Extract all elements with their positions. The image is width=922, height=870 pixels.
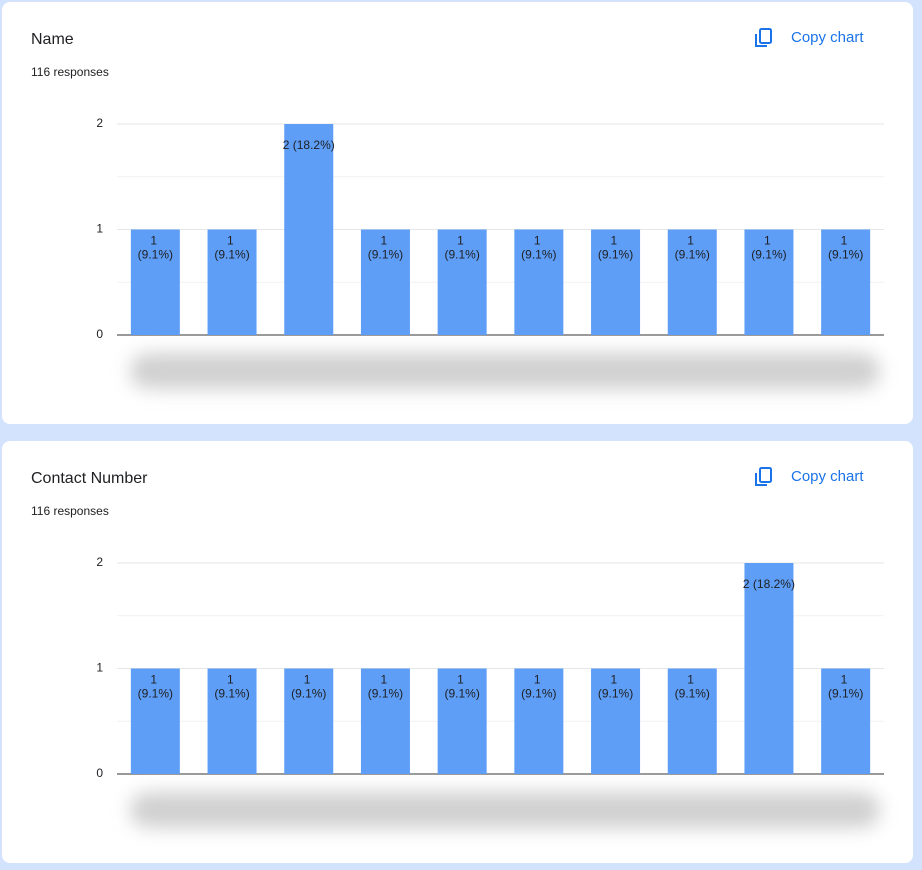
bar-value-label: 1 (9.1%) <box>444 234 479 262</box>
bar <box>591 668 641 774</box>
bar <box>744 229 794 335</box>
y-tick-label: 2 <box>96 116 103 130</box>
bar-value-label: 1 (9.1%) <box>214 234 249 262</box>
bar-value-label: 1 (9.1%) <box>521 673 556 701</box>
bar-value-label: 1 (9.1%) <box>521 234 556 262</box>
copy-icon <box>759 467 772 483</box>
blurred-x-labels <box>130 353 880 389</box>
bar-value-label: 1 (9.1%) <box>138 234 173 262</box>
chart-card: Name 116 responses Copy chart 0 1 2 1 (9.1%) 1 … <box>2 2 913 424</box>
bar-value-label: 1 (9.1%) <box>214 673 249 701</box>
bar <box>821 229 871 335</box>
y-tick-label: 1 <box>96 222 103 236</box>
bar <box>821 668 871 774</box>
bar <box>360 229 410 335</box>
bar <box>437 668 487 774</box>
bar-value-label: 1 (9.1%) <box>291 673 326 701</box>
bar <box>667 668 717 774</box>
bar-value-label: 2 (18.2%) <box>283 138 335 152</box>
bar <box>284 668 334 774</box>
bar-value-label: 1 (9.1%) <box>751 234 786 262</box>
bar-value-label: 1 (9.1%) <box>368 673 403 701</box>
chart-subtitle: 116 responses <box>31 65 109 79</box>
bar <box>591 229 641 335</box>
bar <box>207 668 257 774</box>
copy-chart-label: Copy chart <box>791 29 864 46</box>
bar-value-label: 2 (18.2%) <box>743 577 795 591</box>
bar-value-label: 1 (9.1%) <box>368 234 403 262</box>
copy-icon <box>755 34 767 47</box>
copy-chart-button[interactable]: Copy chart <box>755 28 864 47</box>
y-tick-label: 0 <box>96 766 103 780</box>
bar-value-label: 1 (9.1%) <box>675 234 710 262</box>
copy-icon <box>755 473 767 486</box>
y-tick-label: 2 <box>96 555 103 569</box>
bar <box>514 229 564 335</box>
chart-subtitle: 116 responses <box>31 504 109 518</box>
bar <box>360 668 410 774</box>
bar-value-label: 1 (9.1%) <box>675 673 710 701</box>
chart-title: Name <box>31 31 74 48</box>
bar-value-label: 1 (9.1%) <box>598 673 633 701</box>
bar <box>744 563 794 774</box>
bar <box>130 668 180 774</box>
bar <box>667 229 717 335</box>
bar <box>514 668 564 774</box>
y-tick-label: 1 <box>96 661 103 675</box>
bar <box>207 229 257 335</box>
chart-card: Contact Number 116 responses Copy chart 0 1 2… <box>2 441 913 863</box>
bar-value-label: 1 (9.1%) <box>138 673 173 701</box>
bar <box>284 124 334 335</box>
bar-value-label: 1 (9.1%) <box>598 234 633 262</box>
chart-title: Contact Number <box>31 470 148 487</box>
bar-value-label: 1 (9.1%) <box>444 673 479 701</box>
copy-chart-label: Copy chart <box>791 468 864 485</box>
copy-icon <box>759 28 772 44</box>
y-tick-label: 0 <box>96 327 103 341</box>
copy-chart-button[interactable]: Copy chart <box>755 467 864 486</box>
bar-value-label: 1 (9.1%) <box>828 234 863 262</box>
bar-value-label: 1 (9.1%) <box>828 673 863 701</box>
blurred-x-labels <box>130 792 880 828</box>
bar <box>130 229 180 335</box>
bar <box>437 229 487 335</box>
